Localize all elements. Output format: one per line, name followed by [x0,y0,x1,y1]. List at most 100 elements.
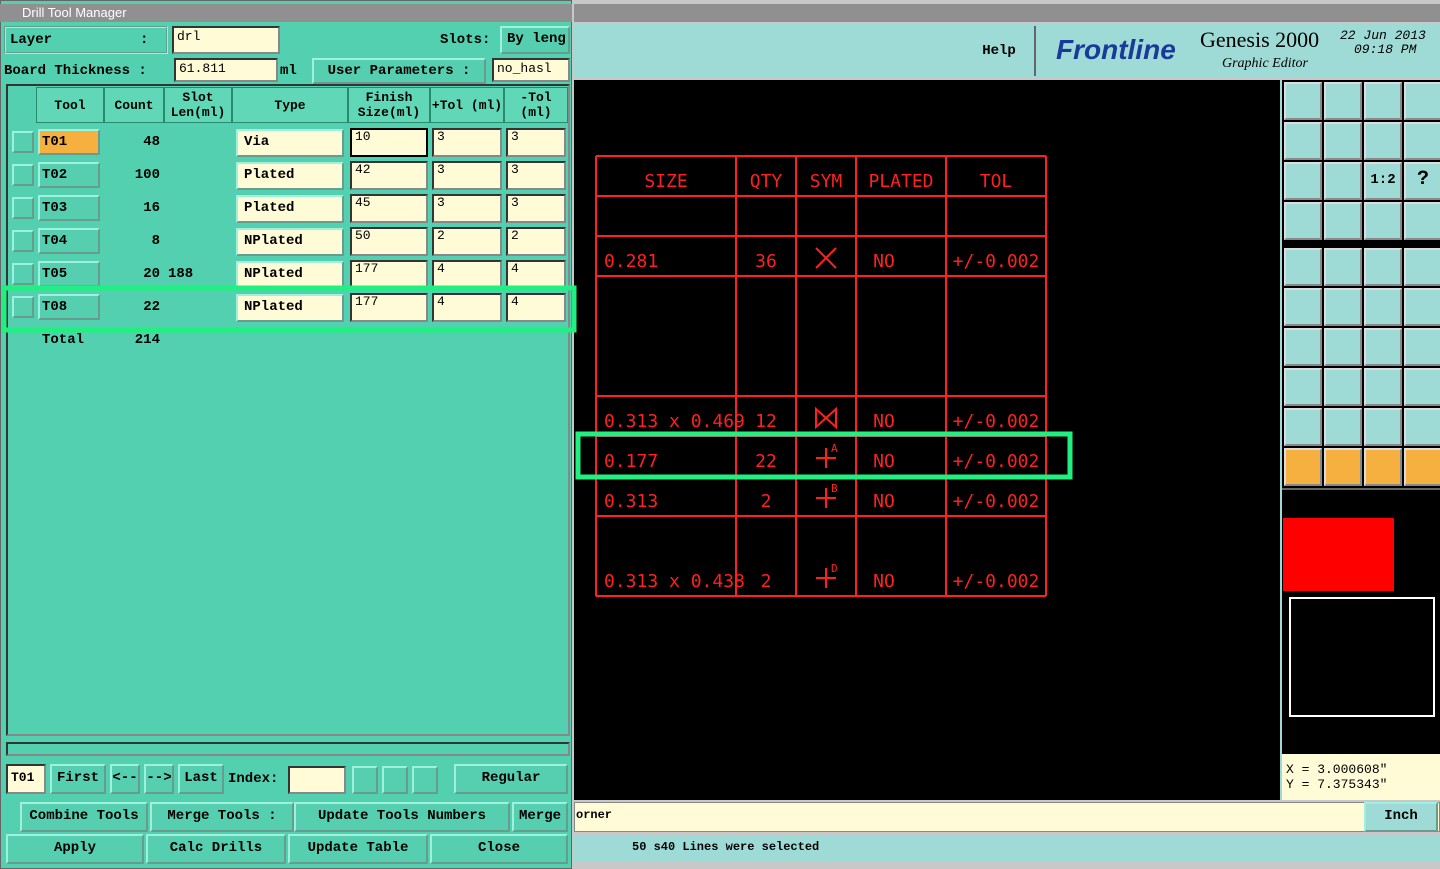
tool-icon[interactable] [1284,288,1322,326]
time: 09:18 PM [1354,42,1417,57]
cell-field[interactable]: 2 [432,227,502,256]
nav-button[interactable]: --> [144,764,174,794]
cell-field[interactable]: 3 [432,194,502,223]
tool-icon[interactable] [1324,368,1362,406]
tool-icon[interactable] [1404,448,1440,486]
tool-icon[interactable] [1324,82,1362,120]
tool-button[interactable]: T02 [38,162,100,188]
tool-icon[interactable] [1284,448,1322,486]
tool-icon[interactable] [1404,288,1440,326]
nav-button[interactable]: Last [178,764,224,794]
cell-field[interactable]: 10 [350,128,428,157]
tool-icon[interactable] [1324,162,1362,200]
cell-field[interactable]: 4 [432,293,502,322]
tool-icon[interactable] [1324,408,1362,446]
action-button[interactable]: Combine Tools [20,802,148,832]
tool-icon[interactable] [1404,82,1440,120]
icon-button[interactable] [352,766,378,794]
tool-icon[interactable] [1364,368,1402,406]
tool-icon[interactable] [1364,122,1402,160]
tool-icon[interactable] [1364,82,1402,120]
tool-icon[interactable] [1364,328,1402,366]
tool-icon[interactable] [1324,328,1362,366]
tool-icon[interactable] [1364,288,1402,326]
cell-field[interactable]: 3 [432,161,502,190]
tool-button[interactable]: T04 [38,228,100,254]
tool-icon[interactable] [1284,368,1322,406]
tool-icon[interactable] [1364,448,1402,486]
cell-field[interactable]: 50 [350,227,428,256]
tool-icon[interactable] [1404,408,1440,446]
help-button[interactable]: Help [982,43,1016,59]
tool-icon[interactable] [1324,248,1362,286]
tool-icon[interactable] [1324,448,1362,486]
bottom-button[interactable]: Calc Drills [146,834,286,864]
bottom-button[interactable]: Close [430,834,568,864]
type-menu[interactable]: NPlated [236,294,344,322]
expand-button[interactable] [12,230,34,252]
icon-button[interactable] [412,766,438,794]
tool-icon[interactable] [1404,202,1440,240]
tool-icon[interactable] [1284,162,1322,200]
cell-field[interactable]: 42 [350,161,428,190]
tool-icon[interactable] [1404,248,1440,286]
cell-field[interactable]: 4 [432,260,502,289]
status-bar [574,836,1440,862]
cell-field[interactable]: 3 [506,161,566,190]
expand-button[interactable] [12,296,34,318]
tool-icon[interactable] [1284,328,1322,366]
tool-icon[interactable] [1404,368,1440,406]
slots-menu[interactable]: By leng [500,26,570,54]
cell-field[interactable]: 3 [432,128,502,157]
unit-menu[interactable]: Inch [1364,802,1438,832]
cell-field[interactable]: 2 [506,227,566,256]
type-menu[interactable]: Plated [236,162,344,190]
nav-button[interactable]: First [50,764,106,794]
tool-button[interactable]: T08 [38,294,100,320]
tool-icon[interactable] [1364,248,1402,286]
cell-field[interactable]: 3 [506,194,566,223]
tool-icon[interactable] [1404,122,1440,160]
type-menu[interactable]: Via [236,129,344,157]
expand-button[interactable] [12,263,34,285]
tool-icon[interactable] [1324,202,1362,240]
action-button[interactable]: Update Tools Numbers [294,802,510,832]
tool-icon[interactable] [1284,248,1322,286]
cell-field[interactable]: 4 [506,293,566,322]
thickness-field: 61.811 [174,58,278,82]
tool-button[interactable]: T05 [38,261,100,287]
expand-button[interactable] [12,164,34,186]
tool-icon[interactable] [1284,408,1322,446]
tool-icon[interactable]: 1:2 [1364,162,1402,200]
expand-button[interactable] [12,131,34,153]
type-menu[interactable]: NPlated [236,261,344,289]
tool-icon[interactable] [1284,122,1322,160]
type-menu[interactable]: Plated [236,195,344,223]
cell-field[interactable]: 177 [350,293,428,322]
tool-icon[interactable] [1404,328,1440,366]
tool-icon[interactable] [1364,408,1402,446]
prompt: orner [576,808,613,822]
mode-menu[interactable]: Regular [454,764,568,794]
tool-icon[interactable] [1324,122,1362,160]
tool-icon[interactable]: ? [1404,162,1440,200]
action-button[interactable]: Merge [512,802,568,832]
tool-icon[interactable] [1364,202,1402,240]
action-button[interactable]: Merge Tools : [150,802,294,832]
bottom-button[interactable]: Update Table [288,834,428,864]
icon-button[interactable] [382,766,408,794]
nav-button[interactable]: <-- [110,764,140,794]
cell-field[interactable]: 177 [350,260,428,289]
tool-icon[interactable] [1284,202,1322,240]
expand-button[interactable] [12,197,34,219]
cell-field[interactable]: 45 [350,194,428,223]
bottom-button[interactable]: Apply [6,834,144,864]
tool-icon[interactable] [1284,82,1322,120]
cell-field[interactable]: 4 [506,260,566,289]
cell-field[interactable]: 3 [506,128,566,157]
tool-icon[interactable] [1324,288,1362,326]
tool-button[interactable]: T01 [38,129,100,155]
tool-button[interactable]: T03 [38,195,100,221]
user-params-button[interactable]: User Parameters : [312,58,486,84]
type-menu[interactable]: NPlated [236,228,344,256]
